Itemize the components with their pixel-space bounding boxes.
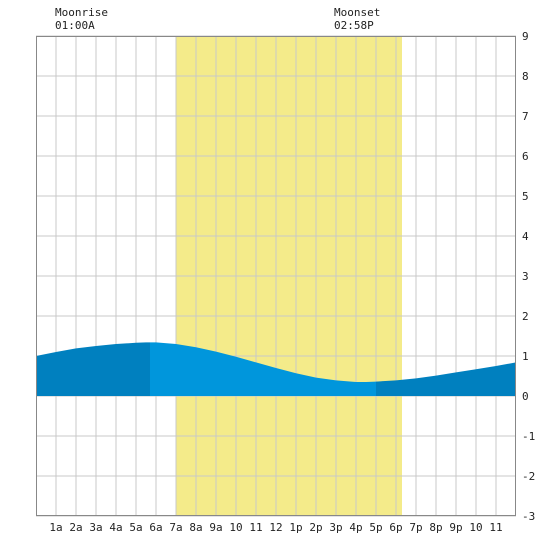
y-tick-label: 7 (522, 110, 529, 123)
tide-area-light (150, 342, 376, 396)
x-tick-label: 4a (109, 521, 122, 534)
x-tick-label: 5a (129, 521, 142, 534)
y-tick-label: 8 (522, 70, 529, 83)
x-tick-label: 10 (469, 521, 482, 534)
moonset-label: Moonset 02:58P (334, 6, 380, 32)
x-tick-label: 5p (369, 521, 382, 534)
x-tick-label: 3a (89, 521, 102, 534)
y-tick-label: 2 (522, 310, 529, 323)
y-tick-label: -2 (522, 470, 535, 483)
x-tick-label: 2a (69, 521, 82, 534)
y-tick-label: 3 (522, 270, 529, 283)
x-tick-label: 7p (409, 521, 422, 534)
plot-frame (36, 36, 516, 516)
x-tick-label: 2p (309, 521, 322, 534)
y-tick-label: 0 (522, 390, 529, 403)
x-tick-label: 9p (449, 521, 462, 534)
y-tick-label: -3 (522, 510, 535, 523)
x-tick-label: 8p (429, 521, 442, 534)
x-tick-label: 11 (249, 521, 262, 534)
y-tick-label: -1 (522, 430, 535, 443)
x-tick-label: 8a (189, 521, 202, 534)
y-tick-label: 9 (522, 30, 529, 43)
tide-area-dark (36, 342, 150, 396)
x-tick-label: 11 (489, 521, 502, 534)
moonrise-time: 01:00A (55, 19, 95, 32)
x-tick-label: 1a (49, 521, 62, 534)
y-tick-label: 4 (522, 230, 529, 243)
tide-area-dark (376, 362, 516, 396)
x-tick-label: 9a (209, 521, 222, 534)
x-tick-label: 6a (149, 521, 162, 534)
y-tick-label: 6 (522, 150, 529, 163)
x-tick-label: 6p (389, 521, 402, 534)
x-tick-label: 10 (229, 521, 242, 534)
moonset-time: 02:58P (334, 19, 374, 32)
x-tick-label: 7a (169, 521, 182, 534)
moonset-title: Moonset (334, 6, 381, 19)
x-tick-label: 12 (269, 521, 282, 534)
x-tick-label: 4p (349, 521, 362, 534)
x-tick-label: 1p (289, 521, 302, 534)
moonrise-title: Moonrise (55, 6, 108, 19)
moonrise-label: Moonrise 01:00A (55, 6, 108, 32)
y-tick-label: 5 (522, 190, 529, 203)
y-tick-label: 1 (522, 350, 529, 363)
x-tick-label: 3p (329, 521, 342, 534)
